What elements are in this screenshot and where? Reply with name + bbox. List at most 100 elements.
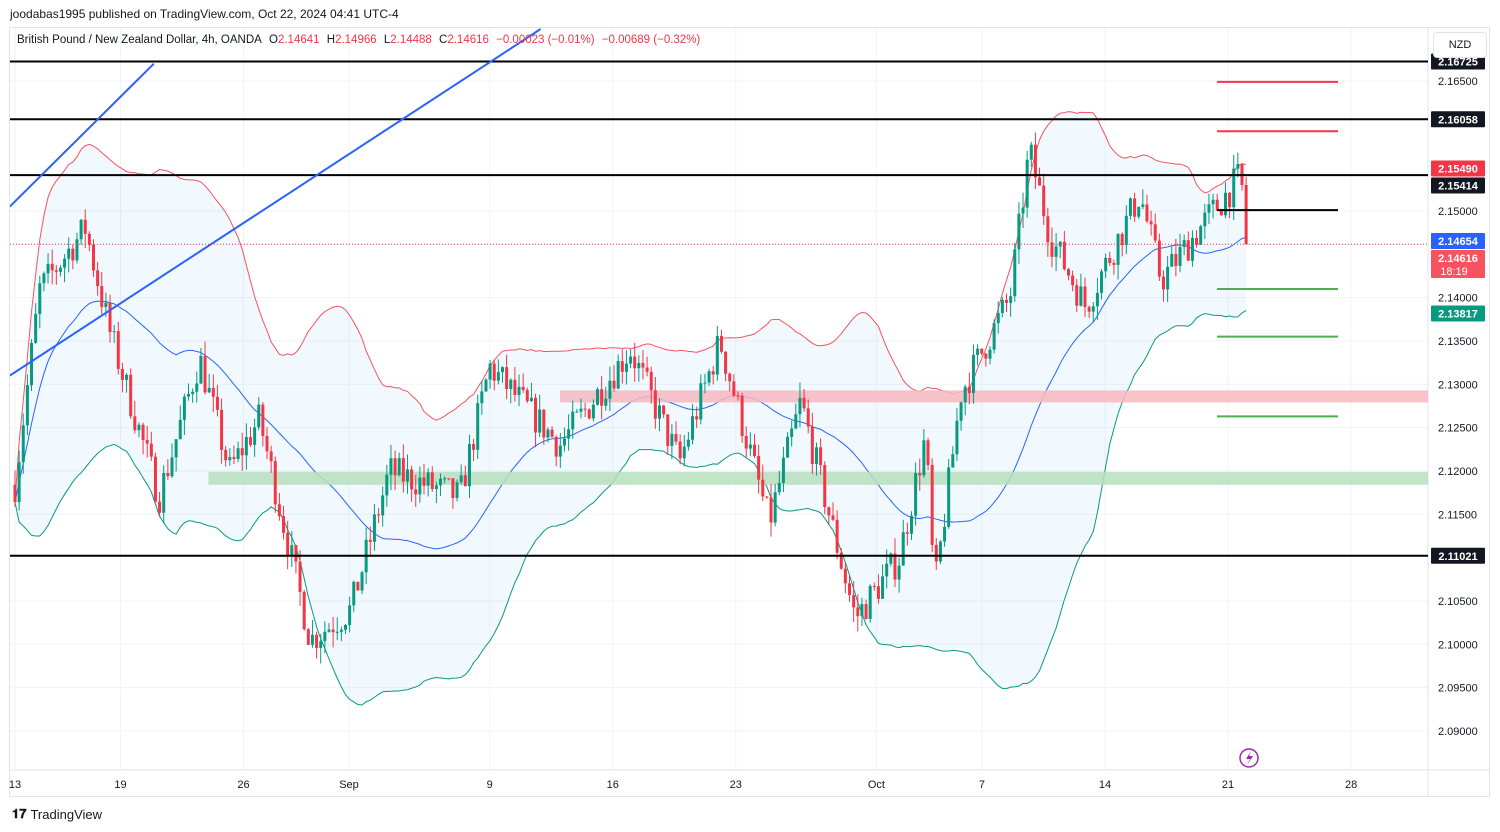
candle-body bbox=[265, 436, 269, 452]
price-tag-label: 2.15414 bbox=[1438, 181, 1479, 193]
x-tick-label: 28 bbox=[1345, 779, 1357, 791]
candle-body bbox=[1025, 159, 1029, 208]
candle-body bbox=[823, 465, 827, 508]
candle-body bbox=[153, 456, 157, 502]
candle-body bbox=[909, 515, 913, 534]
candle-body bbox=[554, 436, 558, 457]
candle-body bbox=[348, 605, 352, 626]
candle-body bbox=[744, 435, 748, 449]
candle-body bbox=[1000, 299, 1004, 313]
candle-body bbox=[786, 436, 790, 458]
candle-body bbox=[781, 457, 785, 484]
candle-body bbox=[1062, 241, 1066, 270]
candle-body bbox=[1141, 204, 1145, 207]
x-tick-label: 16 bbox=[607, 779, 619, 791]
y-tick-label: 2.13000 bbox=[1438, 379, 1478, 391]
candle-body bbox=[46, 263, 50, 274]
candle-body bbox=[1133, 198, 1137, 217]
chart-layer bbox=[10, 28, 1428, 706]
x-tick-label: 9 bbox=[487, 779, 493, 791]
candle-body bbox=[434, 485, 438, 490]
y-tick-label: 2.10000 bbox=[1438, 639, 1478, 651]
candle-body bbox=[839, 552, 843, 569]
candle-body bbox=[480, 391, 484, 404]
candle-body bbox=[319, 641, 323, 648]
lightning-icon[interactable] bbox=[1239, 748, 1259, 768]
candle-body bbox=[443, 478, 447, 480]
candle-body bbox=[674, 433, 678, 442]
candle-body bbox=[13, 484, 17, 503]
candle-body bbox=[976, 348, 980, 355]
candle-body bbox=[534, 397, 538, 433]
candle-body bbox=[728, 373, 732, 382]
price-tag bbox=[1431, 111, 1485, 128]
candle-body bbox=[178, 419, 182, 440]
candle-body bbox=[1166, 266, 1170, 290]
candle-body bbox=[538, 409, 542, 433]
candle-body bbox=[657, 405, 661, 419]
candle-body bbox=[422, 477, 426, 486]
candle-body bbox=[947, 467, 951, 527]
candle-body bbox=[608, 380, 612, 399]
y-tick-label: 2.14000 bbox=[1438, 293, 1478, 305]
y-tick-label: 2.10500 bbox=[1438, 596, 1478, 608]
candle-body bbox=[798, 397, 802, 415]
candle-body bbox=[1157, 240, 1161, 277]
symbol-name[interactable]: British Pound / New Zealand Dollar, 4h, … bbox=[17, 34, 262, 46]
candle-body bbox=[562, 438, 566, 446]
candle-body bbox=[587, 409, 591, 419]
candle-body bbox=[224, 449, 228, 461]
candle-body bbox=[922, 440, 926, 476]
candle-body bbox=[211, 387, 215, 397]
candle-body bbox=[207, 387, 211, 393]
candle-body bbox=[542, 409, 546, 438]
candle-body bbox=[1046, 216, 1050, 243]
symbol-legend: British Pound / New Zealand Dollar, 4h, … bbox=[17, 34, 704, 46]
candle-body bbox=[385, 474, 389, 496]
candle-body bbox=[1228, 192, 1232, 208]
tradingview-logo[interactable]: 𝟏𝟕 TradingView bbox=[12, 806, 102, 822]
candle-body bbox=[513, 379, 517, 395]
candle-body bbox=[253, 427, 257, 445]
candle-body bbox=[1178, 246, 1182, 267]
candle-body bbox=[1186, 240, 1190, 261]
candle-body bbox=[897, 565, 901, 580]
footer-brand: TradingView bbox=[30, 806, 103, 822]
low-label: L bbox=[383, 34, 391, 46]
candle-body bbox=[459, 475, 463, 483]
candle-body bbox=[199, 355, 203, 384]
candle-body bbox=[96, 270, 100, 287]
candle-body bbox=[938, 541, 942, 562]
candle-body bbox=[934, 544, 938, 562]
candle-body bbox=[405, 469, 409, 482]
candle-body bbox=[472, 444, 476, 450]
candle-body bbox=[63, 258, 67, 268]
candle-body bbox=[1120, 233, 1124, 246]
currency-button[interactable]: NZD bbox=[1433, 32, 1487, 58]
candle-body bbox=[1009, 296, 1013, 303]
candle-body bbox=[286, 532, 290, 557]
candle-body bbox=[1203, 212, 1207, 227]
candle-body bbox=[58, 267, 62, 272]
candle-body bbox=[1112, 262, 1116, 265]
candle-body bbox=[323, 631, 327, 642]
candle-body bbox=[1079, 286, 1083, 306]
candle-body bbox=[769, 497, 773, 523]
candle-body bbox=[600, 389, 604, 406]
y-tick-label: 2.16500 bbox=[1438, 76, 1478, 88]
bollinger-lower-line bbox=[14, 309, 1247, 706]
candle-body bbox=[1170, 253, 1174, 267]
candle-body bbox=[682, 446, 686, 459]
candle-body bbox=[1190, 237, 1194, 261]
candle-body bbox=[352, 581, 356, 606]
candle-body bbox=[1182, 240, 1186, 247]
candle-body bbox=[187, 394, 191, 397]
candle-body bbox=[881, 576, 885, 599]
candle-body bbox=[1095, 292, 1099, 307]
candle-body bbox=[244, 437, 248, 456]
price-tag-label: 2.14616 bbox=[1438, 253, 1478, 265]
candle-body bbox=[290, 545, 294, 557]
candle-body bbox=[108, 302, 112, 333]
candle-body bbox=[996, 312, 1000, 324]
